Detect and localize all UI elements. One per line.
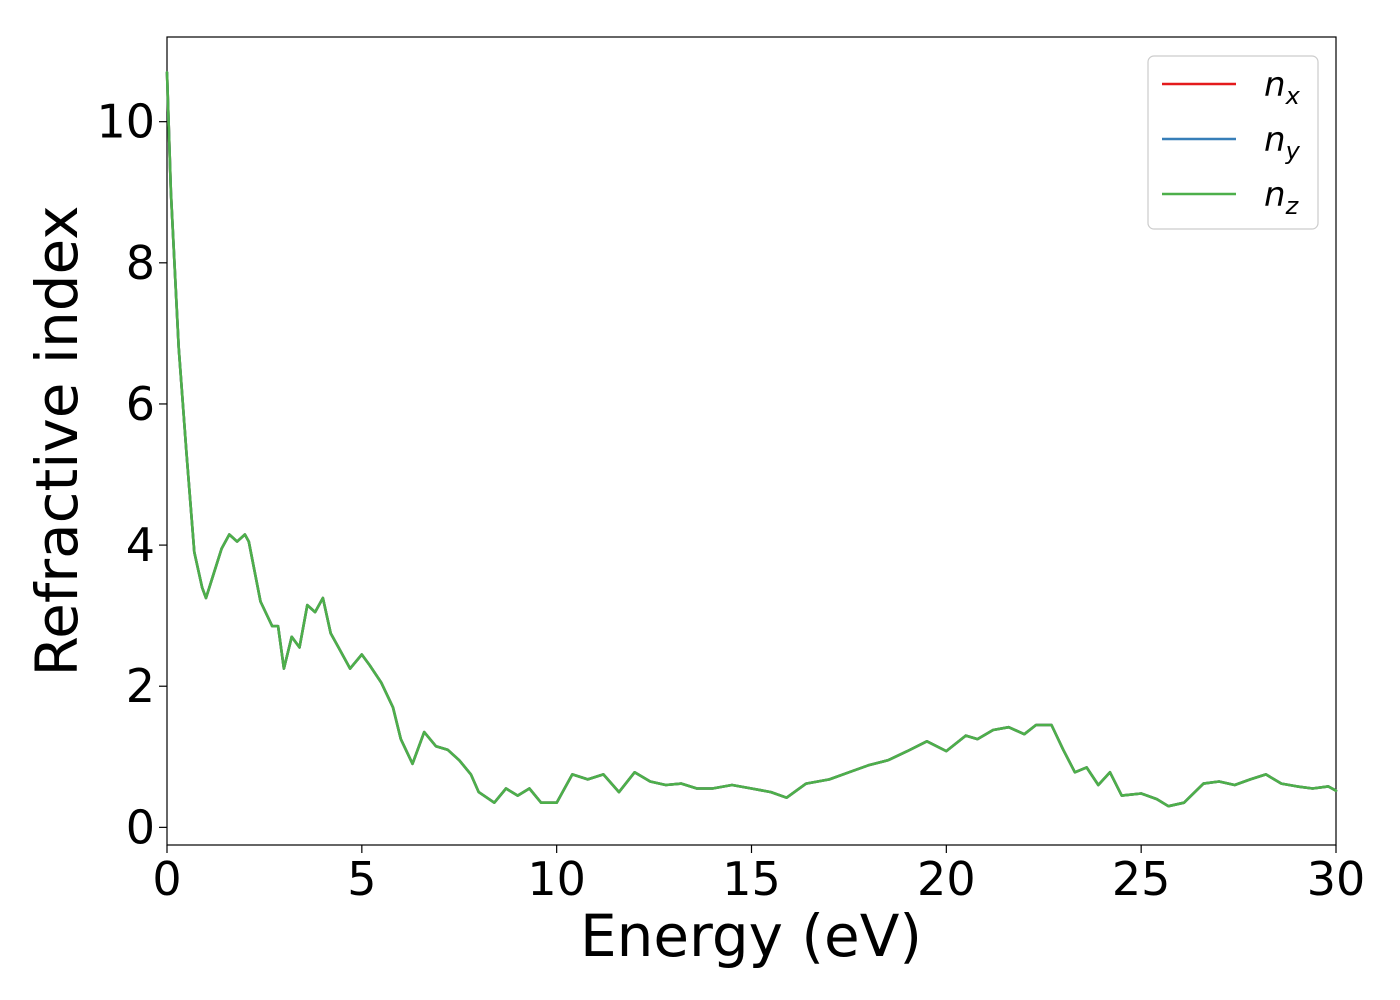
x-tick-label: 15: [722, 852, 781, 906]
y-tick-label: 0: [126, 800, 155, 854]
x-tick-label: 5: [347, 852, 376, 906]
x-tick-label: 25: [1112, 852, 1171, 906]
legend-box: [1147, 55, 1319, 230]
legend-label-nz: nz: [1264, 175, 1300, 220]
series-line-nz: [165, 71, 1338, 808]
x-tick-label: 20: [917, 852, 976, 906]
legend-label-base: n: [1264, 65, 1286, 105]
y-tick-label: 10: [96, 95, 155, 149]
y-tick-label: 6: [126, 377, 155, 431]
x-tick-label: 10: [527, 852, 586, 906]
y-axis-label: Refractive index: [23, 205, 91, 676]
legend-label-subscript: x: [1285, 82, 1301, 110]
x-axis-label: Energy (eV): [580, 902, 922, 970]
legend-label-nx: nx: [1264, 65, 1301, 110]
legend-label-subscript: z: [1285, 192, 1300, 220]
y-tick-label: 4: [126, 518, 155, 572]
y-tick-label: 8: [126, 236, 155, 290]
x-tick-label: 30: [1307, 852, 1366, 906]
y-axis-ticks: 0 2 4 6 8 10: [96, 95, 167, 854]
legend-label-subscript: y: [1285, 137, 1301, 165]
legend-label-base: n: [1264, 175, 1286, 215]
series-lines: [165, 71, 1338, 808]
legend-label-ny: ny: [1264, 120, 1301, 165]
legend-label-base: n: [1264, 120, 1286, 160]
y-tick-label: 2: [126, 659, 155, 713]
x-tick-label: 0: [152, 852, 181, 906]
x-axis-ticks: 0 5 10 15 20 25 30: [152, 845, 1365, 906]
